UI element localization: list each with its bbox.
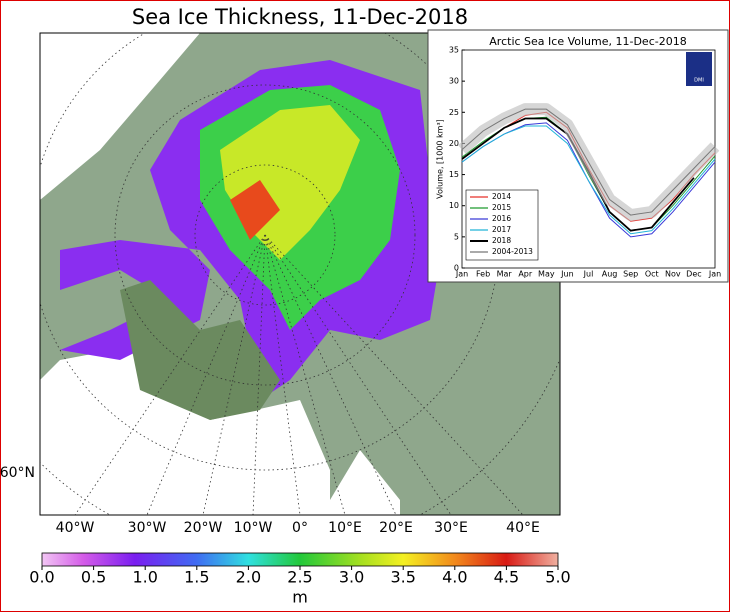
longitude-label: 30°E: [434, 520, 468, 536]
colorbar-tick-label: 2.0: [236, 568, 261, 587]
colorbar-tick-label: 3.5: [390, 568, 415, 587]
legend-label: 2016: [492, 214, 511, 223]
y-tick-label: 30: [449, 77, 459, 86]
x-tick-label: Sep: [623, 270, 638, 279]
ocean: [40, 345, 330, 515]
colorbar: [41, 552, 559, 567]
y-tick-label: 15: [449, 170, 459, 179]
colorbar-tick-label: 3.0: [339, 568, 364, 587]
colorbar-tick-label: 0.0: [29, 568, 54, 587]
legend-label: 2017: [492, 225, 511, 234]
legend-label: 2015: [492, 203, 511, 212]
x-tick-label: Dec: [686, 270, 701, 279]
greenland: [120, 280, 280, 420]
ocean: [40, 33, 200, 200]
title: Sea Ice Thickness, 11-Dec-2018: [132, 5, 468, 29]
y-tick-label: 5: [454, 232, 459, 241]
colorbar-tick-label: 4.0: [442, 568, 467, 587]
x-tick-label: May: [538, 270, 555, 279]
longitude-label: 10°W: [234, 520, 273, 536]
colorbar-unit: m: [292, 588, 308, 607]
series-line: [461, 108, 716, 216]
logo-text: DMI: [694, 78, 704, 84]
colorbar-tick-label: 2.5: [287, 568, 312, 587]
longitude-label: 40°W: [56, 520, 95, 536]
longitude-label: 40°E: [506, 520, 540, 536]
x-tick-label: Oct: [645, 270, 659, 279]
map: [40, 33, 560, 515]
longitude-label: 10°E: [328, 520, 362, 536]
colorbar-tick-label: 1.0: [132, 568, 157, 587]
x-tick-label: Mar: [497, 270, 513, 279]
y-axis-label: Volume, [1000 km³]: [436, 119, 445, 199]
y-tick-label: 35: [449, 46, 459, 55]
longitude-label: 20°E: [379, 520, 413, 536]
legend-label: 2014: [492, 192, 511, 201]
colorbar-tick-label: 1.5: [184, 568, 209, 587]
x-tick-label: Jan: [708, 270, 721, 279]
ocean: [330, 450, 400, 515]
logo: [686, 52, 712, 86]
longitude-label: 0°: [292, 520, 308, 536]
colorbar-tick-label: 4.5: [494, 568, 519, 587]
legend-label: 2004-2013: [492, 247, 533, 256]
longitude-label: 30°W: [128, 520, 167, 536]
x-tick-label: Jun: [560, 270, 574, 279]
y-tick-label: 20: [449, 139, 459, 148]
legend: [465, 189, 539, 261]
y-tick-label: 0: [454, 264, 459, 273]
y-tick-label: 10: [449, 201, 459, 210]
series-line: [461, 125, 716, 235]
x-tick-label: Jul: [583, 270, 594, 279]
x-tick-label: Apr: [518, 270, 533, 279]
colorbar-tick-label: 5.0: [545, 568, 570, 587]
x-tick-label: Aug: [602, 270, 618, 279]
latitude-label: 60°N: [0, 465, 35, 481]
x-tick-label: Nov: [665, 270, 681, 279]
colorbar-tick-label: 0.5: [81, 568, 106, 587]
x-tick-label: Jan: [455, 270, 468, 279]
y-tick-label: 25: [449, 108, 459, 117]
longitude-label: 20°W: [184, 520, 223, 536]
x-tick-label: Feb: [476, 270, 490, 279]
chart-title: Arctic Sea Ice Volume, 11-Dec-2018: [489, 35, 686, 48]
ice: [230, 180, 280, 240]
legend-label: 2018: [492, 236, 511, 245]
